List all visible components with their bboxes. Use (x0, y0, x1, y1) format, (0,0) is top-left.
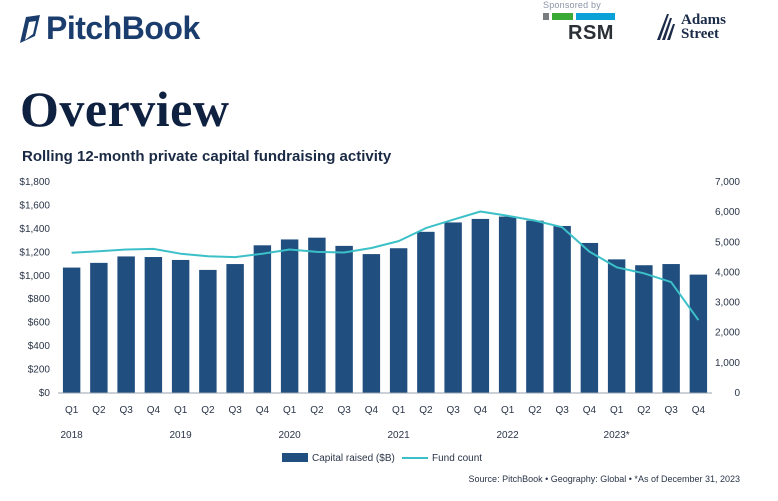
x-tick-label: Q2 (419, 405, 433, 416)
x-tick-label: Q4 (474, 405, 488, 416)
x-tick-label: Q4 (583, 405, 597, 416)
sponsor-label: Sponsored by (543, 0, 601, 10)
bar-capital-raised (580, 242, 599, 393)
adams-street-mark-icon (657, 14, 675, 40)
x-year-label: 2018 (61, 430, 84, 441)
y-left-tick-label: $0 (39, 388, 51, 399)
x-tick-label: Q3 (446, 405, 460, 416)
y-left-tick-label: $1,400 (19, 224, 50, 235)
x-year-label: 2020 (279, 430, 302, 441)
bar-capital-raised (335, 245, 353, 393)
source-note: Source: PitchBook • Geography: Global • … (468, 474, 740, 484)
bar-capital-raised (607, 259, 626, 393)
x-tick-label: Q4 (365, 405, 379, 416)
y-left-tick-label: $1,200 (19, 247, 50, 258)
pitchbook-logo: PitchBook (16, 10, 200, 47)
x-tick-label: Q3 (228, 405, 242, 416)
bar-capital-raised (471, 218, 490, 393)
x-tick-label: Q1 (501, 405, 515, 416)
bar-capital-raised (253, 245, 272, 393)
chart-title: Rolling 12-month private capital fundrai… (22, 148, 392, 165)
x-tick-label: Q1 (610, 405, 624, 416)
bar-capital-raised (553, 225, 571, 393)
brand-name: PitchBook (46, 10, 200, 46)
partner-line2: Street (681, 26, 720, 42)
x-tick-label: Q2 (201, 405, 215, 416)
legend-label-capital: Capital raised ($B) (312, 453, 395, 464)
x-tick-label: Q3 (337, 405, 351, 416)
x-tick-label: Q3 (664, 405, 678, 416)
x-year-label: 2023* (604, 430, 630, 441)
y-right-tick-label: 6,000 (715, 207, 740, 218)
adams-street-logo: Adams Street (655, 12, 726, 42)
x-tick-label: Q2 (637, 405, 651, 416)
y-left-tick-label: $200 (28, 365, 51, 376)
x-tick-label: Q1 (174, 405, 188, 416)
line-fund-count (71, 210, 700, 321)
bar-capital-raised (389, 248, 408, 393)
x-year-label: 2022 (497, 430, 520, 441)
x-tick-label: Q4 (147, 405, 161, 416)
x-tick-label: Q2 (528, 405, 542, 416)
partner-line1: Adams (681, 12, 727, 28)
bar-capital-raised (662, 264, 680, 393)
bar-capital-raised (444, 222, 462, 393)
rsm-bars-icon (543, 13, 616, 20)
y-left-tick-label: $800 (28, 294, 51, 305)
sponsor-name: RSM (568, 22, 614, 44)
bar-capital-raised (280, 239, 299, 393)
bar-capital-raised (226, 264, 244, 393)
y-right-tick-label: 2,000 (715, 328, 740, 339)
bar-capital-raised (417, 231, 435, 393)
sponsor-block: Sponsored by RSM (543, 0, 616, 45)
legend-swatch-bar (282, 453, 308, 462)
x-tick-label: Q2 (310, 405, 324, 416)
x-tick-label: Q1 (65, 405, 79, 416)
y-left-tick-label: $1,000 (19, 271, 50, 282)
y-right-tick-label: 7,000 (715, 177, 740, 188)
y-left-tick-label: $600 (28, 318, 51, 329)
y-right-tick-label: 5,000 (715, 237, 740, 248)
bar-capital-raised (62, 267, 81, 393)
x-tick-label: Q3 (555, 405, 569, 416)
bar-capital-raised (362, 254, 381, 393)
y-left-tick-label: $1,600 (19, 200, 50, 211)
y-right-tick-label: 1,000 (715, 358, 740, 369)
x-tick-label: Q2 (92, 405, 106, 416)
bar-capital-raised (144, 257, 163, 393)
bar-capital-raised (90, 262, 108, 393)
bar-capital-raised (199, 269, 217, 393)
page-title: Overview (20, 81, 230, 137)
y-left-tick-label: $1,800 (19, 177, 50, 188)
x-tick-label: Q1 (392, 405, 406, 416)
x-tick-label: Q4 (256, 405, 270, 416)
bar-capital-raised (308, 237, 326, 393)
x-year-label: 2021 (388, 430, 411, 441)
legend-label-fund-count: Fund count (432, 453, 482, 464)
y-left-tick-label: $400 (28, 341, 51, 352)
bar-capital-raised (117, 256, 135, 393)
y-right-tick-label: 0 (734, 388, 740, 399)
bar-capital-raised (498, 216, 517, 393)
bar-capital-raised (171, 259, 190, 393)
bar-capital-raised (689, 274, 708, 393)
x-tick-label: Q4 (692, 405, 706, 416)
bar-capital-raised (526, 220, 544, 393)
pitchbook-mark-icon (20, 14, 40, 43)
y-right-tick-label: 4,000 (715, 267, 740, 278)
x-tick-label: Q3 (119, 405, 133, 416)
y-right-tick-label: 3,000 (715, 298, 740, 309)
x-tick-label: Q1 (283, 405, 297, 416)
bar-capital-raised (635, 265, 653, 393)
x-year-label: 2019 (170, 430, 193, 441)
